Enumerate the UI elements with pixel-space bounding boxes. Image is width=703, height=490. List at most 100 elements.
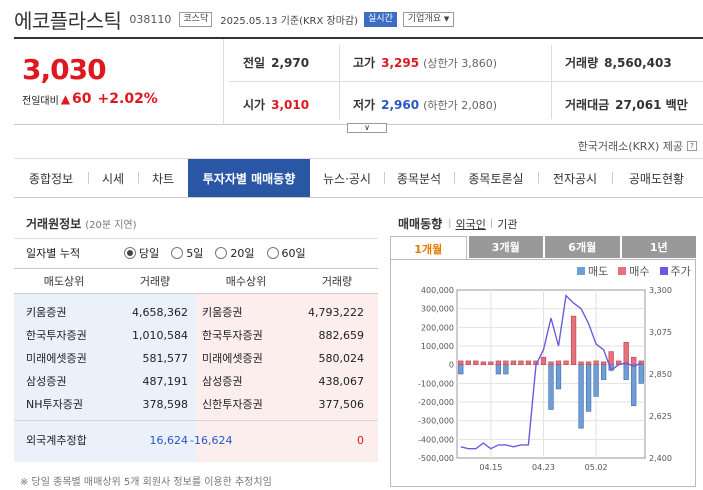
legend-sell-label: 매도 (588, 265, 609, 278)
filter-foreign[interactable]: 외국인 (455, 217, 486, 231)
y-tick-label-left: -100,000 (418, 379, 454, 388)
buy-bar (548, 361, 554, 365)
company-info-dropdown[interactable]: 기업개요 ▼ (402, 11, 455, 27)
tab-quotes[interactable]: 시세 (88, 159, 138, 197)
sell-bar (593, 364, 599, 397)
amount-label: 거래대금 (565, 98, 610, 112)
trade-amount: 거래대금 27,061 백만 (565, 96, 688, 113)
radio-today[interactable]: 당일 (124, 245, 159, 261)
buy-bar (555, 360, 562, 365)
separator: | (489, 218, 494, 229)
chevron-down-icon: ▼ (443, 14, 450, 23)
foreign-net: -16,624 (190, 433, 233, 447)
foreign-label: 외국계추정합 (26, 434, 87, 447)
y-tick-label-right: 2,850 (649, 370, 672, 379)
low-value: 2,960 (381, 98, 420, 112)
buy-volume: 377,506 (318, 397, 365, 411)
upper-limit: (상한가 3,860) (423, 57, 497, 70)
price-change: 전일대비 ▲ 60 +2.02% (22, 91, 158, 107)
price-line (460, 294, 642, 450)
tab-analysis[interactable]: 종목분석 (384, 159, 454, 197)
tab-news[interactable]: 뉴스·공시 (323, 171, 371, 186)
radio-icon (124, 246, 136, 259)
tab-chart[interactable]: 차트 (138, 159, 188, 197)
realtime-button[interactable]: 실시간 (364, 11, 397, 27)
sell-broker[interactable]: 키움증권 (26, 306, 67, 319)
y-tick-label-left: -300,000 (418, 417, 454, 426)
y-tick-label-left: 0 (449, 361, 454, 370)
buy-bar (585, 361, 592, 365)
buy-broker[interactable]: 한국투자증권 (202, 329, 263, 342)
trend-title: 매매동향 (398, 217, 443, 231)
buy-broker[interactable]: 신한투자증권 (202, 398, 263, 411)
radio-5day[interactable]: 5일 (171, 245, 203, 261)
buy-bar (563, 360, 569, 365)
company-info-label: 기업개요 (407, 13, 441, 24)
buy-broker[interactable]: 미래에셋증권 (202, 352, 263, 365)
open-label: 시가 (243, 98, 266, 112)
tab-1month[interactable]: 1개월 (390, 236, 467, 260)
tab-6month[interactable]: 6개월 (545, 236, 620, 258)
stock-header: 에코플라스틱 038110 코스닥 2025.05.13 기준(KRX 장마감)… (14, 6, 455, 33)
y-tick-label-left: 200,000 (421, 323, 454, 332)
buy-bar (608, 351, 614, 365)
tab-disclosure[interactable]: 전자공시 (538, 159, 612, 197)
buy-bar (458, 360, 464, 365)
legend-price-label: 주가 (670, 265, 691, 278)
radio-5day-label: 5일 (186, 246, 204, 260)
table-row: 미래에셋증권 581,577 미래에셋증권 580,024 (14, 347, 378, 369)
sell-broker[interactable]: NH투자증권 (26, 398, 83, 411)
high-label: 고가 (353, 56, 376, 70)
sell-bar (638, 364, 644, 384)
data-provider: 한국거래소(KRX) 제공 ? (578, 138, 697, 154)
foreign-row: 외국계추정합 16,624 -16,624 0 (14, 429, 378, 451)
buy-bar (570, 315, 577, 365)
trend-chart: 매도 매수 주가 400,000 300,000 200,000 100,000 0 -1… (390, 259, 696, 487)
sell-broker[interactable]: 삼성증권 (26, 375, 67, 388)
sell-broker[interactable]: 미래에셋증권 (26, 352, 87, 365)
period-label: 일자별 누적 (26, 246, 81, 260)
tab-3month[interactable]: 3개월 (468, 236, 543, 258)
legend-swatch-sell (577, 267, 585, 275)
main-tabs: 종합정보 시세 차트 투자자별 매매동향 뉴스·공시 종목분석 종목토론실 전자… (14, 158, 703, 198)
change-label: 전일대비 (22, 95, 59, 107)
x-tick-label: 04.15 (479, 463, 502, 472)
trend-header: 매매동향 | 외국인 | 기관 (398, 215, 518, 232)
legend-swatch-price (659, 267, 668, 275)
footnote: ※ 당일 종목별 매매상위 5개 회원사 정보를 이용한 추정치임 (20, 477, 272, 488)
broker-section-title: 거래원정보 (20분 지연) (26, 215, 137, 232)
foreign-divider (14, 420, 378, 421)
buy-bar (465, 360, 471, 365)
tab-1year[interactable]: 1년 (621, 236, 696, 258)
x-tick-label: 04.23 (532, 463, 555, 472)
tab-discussion[interactable]: 종목토론실 (454, 159, 538, 197)
buy-volume: 438,067 (318, 374, 365, 388)
tab-overview[interactable]: 종합정보 (28, 171, 74, 186)
help-icon[interactable]: ? (687, 141, 697, 151)
broker-table-header: 매도상위 거래량 매수상위 거래량 (14, 268, 378, 294)
sell-column-background (14, 294, 196, 462)
radio-60day[interactable]: 60일 (266, 245, 306, 261)
sell-volume: 378,598 (142, 397, 189, 411)
buy-bar (638, 360, 644, 365)
quote-divider (339, 45, 340, 119)
filter-institution[interactable]: 기관 (497, 217, 518, 231)
legend-buy-label: 매수 (629, 265, 650, 278)
buy-broker[interactable]: 키움증권 (202, 306, 243, 319)
radio-20day-label: 20일 (230, 246, 255, 260)
sell-bar (503, 364, 509, 375)
buy-broker[interactable]: 삼성증권 (202, 375, 243, 388)
buy-bar (480, 361, 486, 365)
sell-broker[interactable]: 한국투자증권 (26, 329, 87, 342)
radio-20day[interactable]: 20일 (215, 245, 255, 261)
tab-investor-trading[interactable]: 투자자별 매매동향 (188, 159, 310, 197)
volume: 거래량 8,560,403 (565, 54, 672, 71)
tab-short-selling[interactable]: 공매도현황 (612, 159, 701, 197)
buy-bar (525, 360, 532, 365)
buy-bar (631, 356, 637, 365)
sell-bar (585, 364, 592, 412)
col-sell-top: 매도상위 (43, 275, 85, 288)
prev-close-label: 전일 (243, 56, 266, 70)
buy-bar (510, 360, 517, 365)
expand-quote-button[interactable]: ∨ (347, 123, 387, 133)
